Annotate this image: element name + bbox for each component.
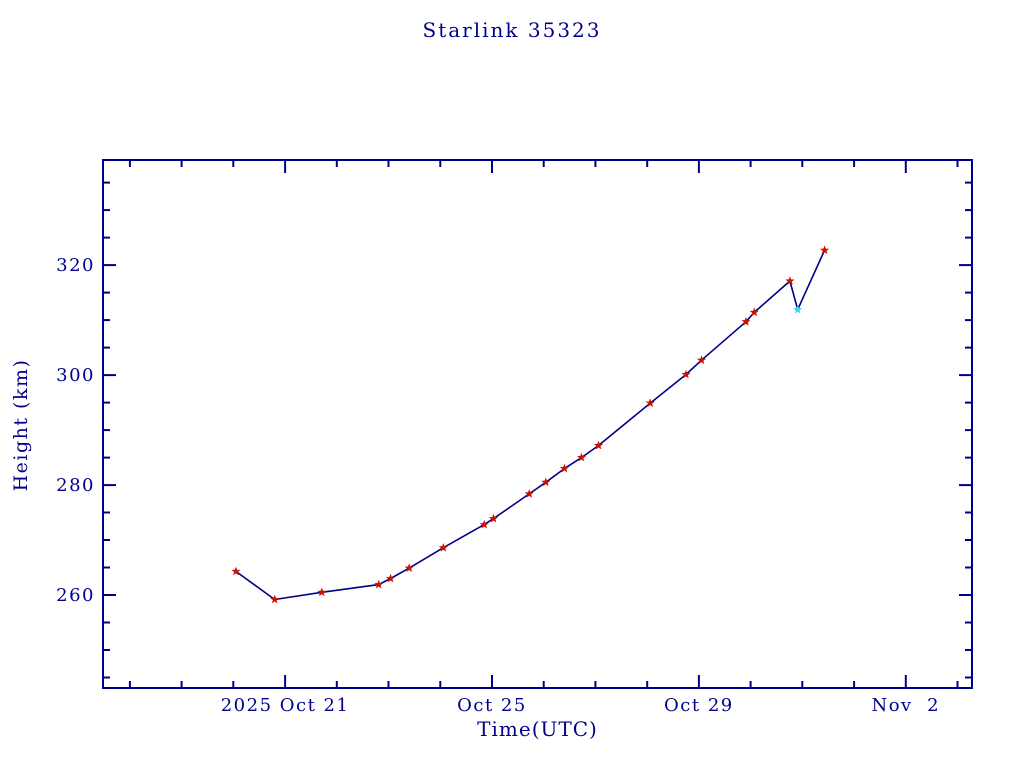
highlighted-data-point-marker: [793, 304, 803, 314]
data-point-marker: [645, 398, 655, 407]
data-point-marker: [593, 440, 604, 450]
x-tick-label: Nov 2: [871, 695, 940, 716]
data-point-marker: [231, 566, 241, 576]
data-point-marker: [386, 573, 396, 583]
data-point-marker: [270, 594, 280, 604]
data-point-marker: [576, 452, 587, 462]
y-tick-label: 320: [56, 255, 95, 276]
chart-title: Starlink 35323: [422, 18, 602, 42]
x-tick-label: Oct 29: [664, 695, 734, 716]
data-point-marker: [820, 245, 830, 255]
data-point-marker: [741, 316, 751, 326]
y-tick-label: 300: [56, 365, 95, 386]
data-point-marker: [524, 489, 534, 498]
data-point-marker: [438, 542, 448, 552]
data-point-marker: [785, 276, 795, 285]
data-point-marker: [374, 579, 384, 589]
plot-frame: [102, 159, 973, 689]
y-tick-label: 280: [56, 475, 95, 496]
data-point-marker: [681, 369, 691, 379]
x-tick-label: Oct 25: [457, 695, 527, 716]
data-point-marker: [479, 519, 489, 529]
data-point-marker: [488, 513, 499, 523]
data-point-marker: [541, 477, 551, 487]
y-tick-label: 260: [56, 585, 95, 606]
x-tick-label: 2025 Oct 21: [221, 695, 350, 716]
data-point-marker: [559, 463, 569, 473]
data-point-marker: [404, 563, 414, 572]
data-point-marker: [696, 355, 707, 365]
data-point-marker: [749, 307, 759, 317]
x-axis-title: Time(UTC): [477, 717, 598, 741]
data-point-marker: [317, 587, 327, 597]
height-line: [235, 249, 826, 601]
